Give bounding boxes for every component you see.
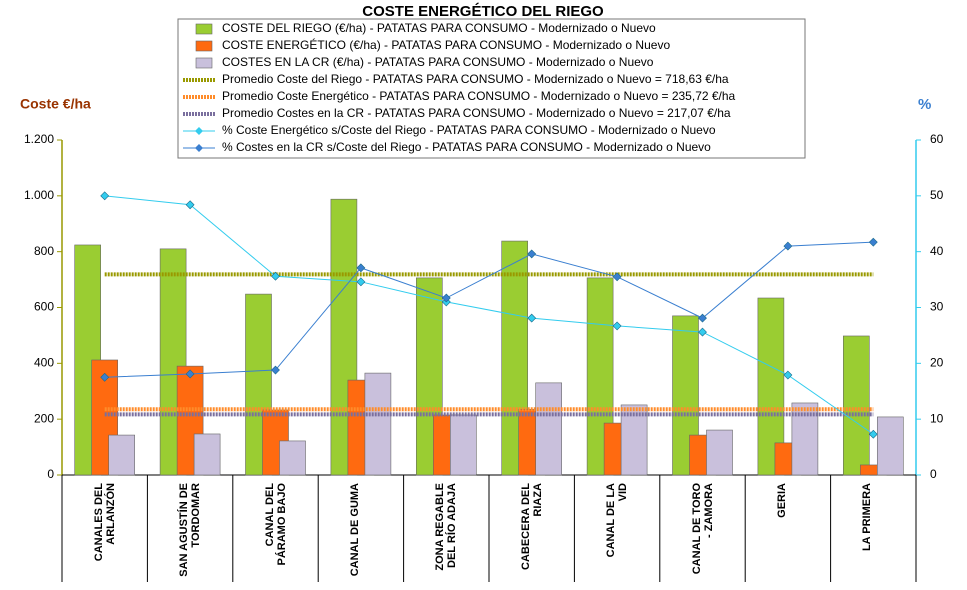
line-marker	[527, 313, 537, 323]
bar	[279, 440, 306, 476]
line-marker	[271, 271, 280, 281]
x-tick-label: CANALES DEL ARLANZÓN	[92, 483, 117, 562]
legend-label: % Coste Energético s/Coste del Riego - P…	[222, 123, 716, 137]
legend-label: Promedio Coste del Riego - PATATAS PARA …	[222, 72, 729, 86]
line-marker	[185, 369, 195, 379]
legend-label: COSTE DEL RIEGO (€/ha) - PATATAS PARA CO…	[222, 21, 656, 35]
y-tick-label: 200	[34, 411, 54, 425]
bar	[364, 372, 392, 476]
y-tick-label: 0	[47, 467, 54, 481]
x-tick-label: GERIA	[775, 483, 788, 518]
legend-box	[177, 18, 806, 159]
y-axis-title: Coste €/ha	[20, 96, 91, 112]
line-marker	[783, 370, 793, 380]
line-marker	[612, 272, 622, 282]
legend-swatch	[195, 23, 213, 35]
y2-tick-label: 50	[930, 188, 944, 202]
x-tick-label: ZONA REGABLE DEL RÍO ADAJA	[434, 483, 459, 571]
x-tick-label: CANAL DE GUMA	[348, 483, 361, 577]
line-marker	[527, 249, 537, 259]
y2-tick-label: 20	[930, 356, 944, 370]
legend-swatch	[195, 40, 213, 52]
line-marker	[185, 200, 195, 210]
line-marker	[868, 429, 878, 439]
line-marker	[612, 321, 622, 331]
y2-axis-title: %	[918, 96, 931, 113]
x-tick-label: CABECERA DEL RIAZA	[519, 483, 544, 570]
legend-label: COSTE ENERGÉTICO (€/ha) - PATATAS PARA C…	[222, 37, 670, 52]
chart-title: COSTE ENERGÉTICO DEL RIEGO	[362, 3, 604, 20]
bar	[193, 433, 221, 476]
y2-tick-label: 0	[930, 467, 937, 481]
bar	[620, 404, 648, 476]
line-marker	[783, 241, 793, 251]
line-series	[104, 195, 874, 435]
bar	[876, 416, 904, 476]
y2-tick-label: 10	[930, 411, 944, 425]
line-marker	[698, 327, 707, 337]
line-marker	[271, 365, 280, 375]
x-tick-label: CANAL DEL PÁRAMO BAJO	[263, 483, 288, 566]
y-tick-label: 400	[34, 356, 54, 370]
y2-tick-label: 40	[930, 244, 944, 258]
x-tick-label: CANAL DE LA VID	[605, 483, 630, 558]
y-tick-label: 1.200	[24, 132, 54, 146]
x-tick-label: LA PRIMERA	[861, 483, 874, 552]
line-marker	[100, 372, 110, 382]
legend-label: Promedio Costes en la CR - PATATAS PARA …	[222, 106, 731, 120]
line-marker	[868, 237, 878, 247]
y-tick-label: 1.000	[24, 188, 54, 202]
y2-tick-label: 30	[930, 300, 944, 314]
line-marker	[356, 263, 366, 273]
line-marker	[356, 277, 366, 287]
legend-swatch	[195, 57, 213, 69]
legend-label: Promedio Coste Energético - PATATAS PARA…	[222, 89, 736, 103]
x-tick-label: CANAL DE TORO - ZAMORA	[690, 483, 715, 575]
bar	[449, 414, 477, 476]
x-tick-label: SAN AGUSTÍN DE TORDOMAR	[178, 483, 203, 577]
bar	[842, 335, 870, 476]
legend-swatch	[195, 127, 203, 135]
bar	[706, 429, 733, 476]
legend-label: % Costes en la CR s/Coste del Riego - PA…	[222, 140, 711, 154]
line-marker	[698, 313, 707, 323]
bar	[535, 382, 563, 476]
line-marker	[441, 293, 451, 303]
y-tick-label: 800	[34, 244, 54, 258]
line-series	[104, 241, 874, 378]
legend-swatch	[195, 144, 203, 152]
y-tick-label: 600	[34, 300, 54, 314]
y2-tick-label: 60	[930, 132, 944, 146]
line-marker	[100, 191, 110, 201]
bar	[108, 434, 135, 476]
legend-label: COSTES EN LA CR (€/ha) - PATATAS PARA CO…	[222, 55, 654, 69]
